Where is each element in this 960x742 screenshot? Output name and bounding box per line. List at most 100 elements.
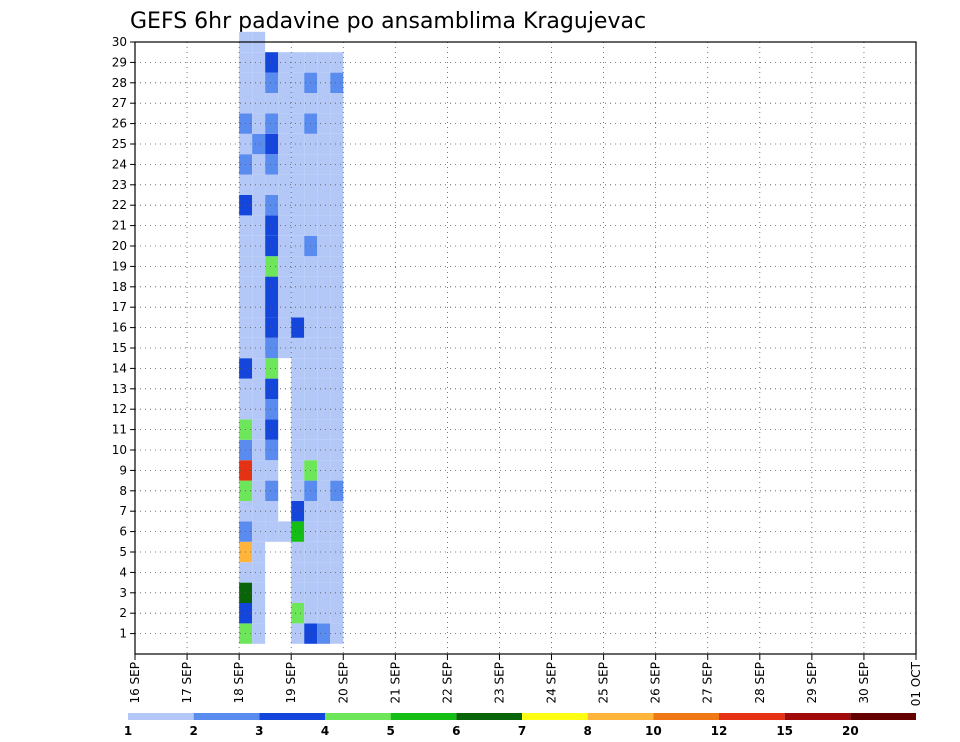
cell <box>291 297 305 318</box>
y-tick-label: 11 <box>112 423 127 437</box>
cell <box>330 215 344 236</box>
cell <box>265 399 279 420</box>
cell <box>330 439 344 461</box>
colorbar-label: 6 <box>452 724 460 738</box>
x-tick-label: 20 SEP <box>336 662 350 704</box>
cell <box>317 623 331 644</box>
cell <box>278 154 292 175</box>
cell <box>252 562 266 583</box>
cell <box>265 52 279 73</box>
y-tick-label: 29 <box>112 55 127 69</box>
cell <box>317 399 331 420</box>
cell <box>330 133 344 155</box>
x-tick-label: 01 OCT <box>909 661 923 706</box>
cell <box>278 337 292 359</box>
cell <box>317 93 331 114</box>
cell <box>291 52 305 73</box>
cell <box>278 52 292 73</box>
cell <box>330 562 344 583</box>
cell <box>317 133 331 155</box>
cell <box>265 72 279 93</box>
cell <box>317 439 331 461</box>
y-tick-label: 23 <box>112 178 127 192</box>
y-tick-label: 6 <box>119 525 127 539</box>
y-tick-label: 15 <box>112 341 127 355</box>
y-tick-label: 8 <box>119 484 127 498</box>
cell <box>291 521 305 542</box>
cell <box>330 460 344 481</box>
cell <box>317 235 331 257</box>
colorbar-label: 8 <box>583 724 591 738</box>
x-tick-label: 25 SEP <box>597 662 611 704</box>
cell <box>278 93 292 114</box>
cell <box>330 113 344 134</box>
cell <box>317 256 331 277</box>
colorbar: 1 2 3 4 5 6 7 8 10 12 15 20 <box>124 713 916 738</box>
cell <box>291 215 305 236</box>
cell <box>252 337 266 359</box>
y-tick-label: 16 <box>112 321 127 335</box>
x-tick-label: 21 SEP <box>388 662 402 704</box>
cell <box>278 195 292 216</box>
cell <box>317 419 331 440</box>
cell <box>291 439 305 461</box>
y-tick-label: 7 <box>119 504 127 518</box>
cell <box>265 276 279 297</box>
colorbar-segment <box>456 713 522 720</box>
colorbar-label: 3 <box>255 724 263 738</box>
y-tick-label: 2 <box>119 606 127 620</box>
cell <box>265 378 279 399</box>
cell <box>330 235 344 257</box>
cell <box>330 419 344 440</box>
colorbar-segment <box>325 713 391 720</box>
cell <box>278 276 292 297</box>
y-tick-label: 9 <box>119 463 127 477</box>
cell <box>252 174 266 195</box>
cell <box>317 521 331 542</box>
x-tick-label: 26 SEP <box>649 662 663 704</box>
x-tick-label: 28 SEP <box>753 662 767 704</box>
colorbar-label: 20 <box>842 724 859 738</box>
y-tick-label: 20 <box>112 239 127 253</box>
colorbar-segment <box>784 713 851 720</box>
cell <box>265 419 279 440</box>
cell <box>291 501 305 522</box>
y-tick-label: 22 <box>112 198 127 212</box>
cell <box>252 358 266 379</box>
cell <box>291 419 305 440</box>
cell <box>252 256 266 277</box>
cell <box>265 174 279 195</box>
cell <box>265 195 279 216</box>
cell <box>291 582 305 603</box>
cell <box>252 480 266 501</box>
cell <box>330 154 344 175</box>
cell <box>265 439 279 461</box>
cell <box>330 623 344 644</box>
cell <box>291 460 305 481</box>
colorbar-label: 15 <box>776 724 793 738</box>
cell <box>330 521 344 542</box>
cell <box>317 317 331 338</box>
colorbar-segment <box>719 713 785 720</box>
cell <box>317 501 331 522</box>
cell <box>291 317 305 338</box>
colorbar-label: 7 <box>518 724 526 738</box>
cell <box>330 297 344 318</box>
cell <box>291 541 305 563</box>
colorbar-segment <box>193 713 260 720</box>
y-tick-label: 3 <box>119 586 127 600</box>
cell <box>291 72 305 93</box>
colorbar-segment <box>390 713 457 720</box>
cell <box>265 337 279 359</box>
colorbar-label: 4 <box>321 724 329 738</box>
cell <box>291 154 305 175</box>
cell <box>265 358 279 379</box>
cell <box>252 297 266 318</box>
x-tick-label: 27 SEP <box>701 662 715 704</box>
cell <box>291 93 305 114</box>
colorbar-segment <box>850 713 916 720</box>
cell <box>317 52 331 73</box>
cell <box>330 256 344 277</box>
y-tick-label: 18 <box>112 280 127 294</box>
